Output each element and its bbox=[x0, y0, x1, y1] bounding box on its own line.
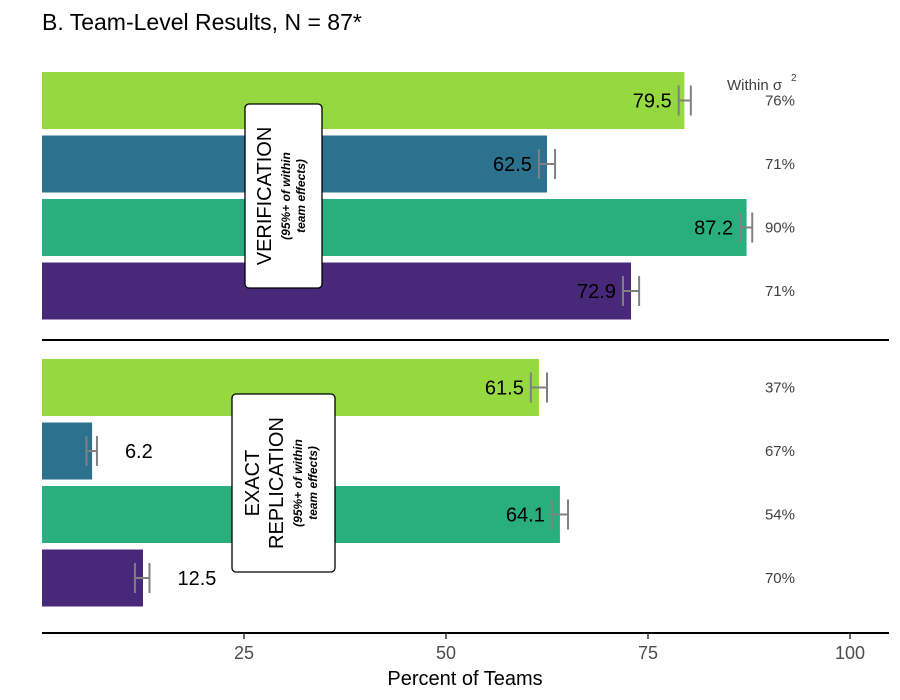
panel-1: 79.5 76% 62.5 71% 87.2 90% 72.9 71% VERIFICATION… bbox=[42, 72, 795, 320]
bar bbox=[42, 262, 632, 320]
panel-sublabel: team effects) bbox=[294, 159, 308, 233]
error-bar bbox=[133, 563, 151, 593]
bar bbox=[42, 422, 93, 480]
panel-label-box bbox=[231, 393, 336, 573]
panel-label: REPLICATION bbox=[266, 417, 288, 549]
x-tick-label: 50 bbox=[436, 643, 456, 663]
error-bar bbox=[85, 436, 98, 466]
value-label: 72.9 bbox=[577, 281, 616, 303]
within-value: 71% bbox=[765, 283, 795, 300]
within-value: 54% bbox=[765, 507, 795, 524]
panel-label: VERIFICATION bbox=[254, 127, 276, 266]
within-value: 70% bbox=[765, 570, 795, 587]
error-bar bbox=[621, 276, 641, 306]
bar bbox=[42, 72, 685, 129]
bar bbox=[42, 199, 747, 256]
chart-title: B. Team-Level Results, N = 87* bbox=[42, 9, 362, 35]
error-bar bbox=[550, 499, 570, 530]
within-value: 76% bbox=[765, 93, 795, 110]
panel-label: EXACT bbox=[242, 450, 264, 517]
panel-sublabel: team effects) bbox=[306, 446, 320, 520]
within-value: 67% bbox=[765, 443, 795, 460]
value-label: 61.5 bbox=[485, 378, 524, 400]
panel-sublabel: (95%+ of within bbox=[279, 152, 293, 240]
value-label: 12.5 bbox=[177, 568, 216, 590]
panel-label-box bbox=[244, 103, 323, 289]
within-header-superscript: 2 bbox=[791, 73, 797, 84]
value-label: 87.2 bbox=[694, 218, 733, 240]
x-tick-label: 100 bbox=[835, 643, 865, 663]
x-tick-label: 75 bbox=[638, 643, 658, 663]
plot-area: 79.5 76% 62.5 71% 87.2 90% 72.9 71% VERIFICATION… bbox=[42, 72, 889, 663]
value-label: 6.2 bbox=[125, 441, 153, 463]
panel-2: 61.5 37% 6.2 67% 64.1 54% 12.5 70% EXACT REPLICAT… bbox=[42, 359, 795, 607]
within-value: 90% bbox=[765, 220, 795, 237]
bar bbox=[42, 549, 143, 607]
error-bar bbox=[739, 212, 754, 243]
x-tick-label: 25 bbox=[234, 643, 254, 663]
value-label: 64.1 bbox=[506, 505, 545, 527]
within-value: 37% bbox=[765, 380, 795, 397]
value-label: 79.5 bbox=[633, 91, 672, 113]
within-header: Within σ bbox=[727, 77, 783, 94]
value-label: 62.5 bbox=[493, 154, 532, 176]
error-bar bbox=[529, 372, 548, 403]
error-bar bbox=[537, 149, 557, 179]
x-axis-label: Percent of Teams bbox=[387, 668, 542, 690]
within-value: 71% bbox=[765, 156, 795, 173]
error-bar bbox=[677, 85, 692, 116]
panel-sublabel: (95%+ of within bbox=[291, 439, 305, 527]
